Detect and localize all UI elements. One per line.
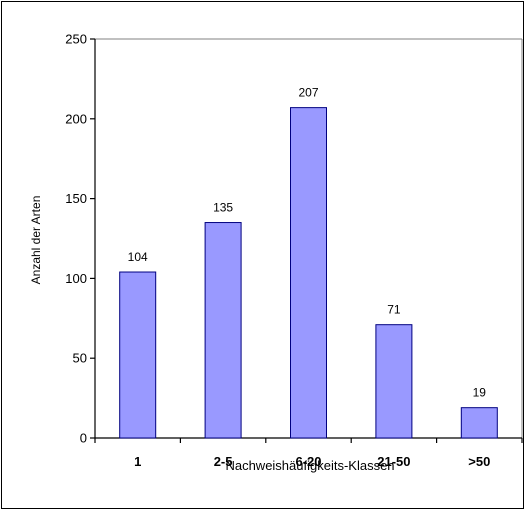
y-tick-label: 100 <box>65 271 87 286</box>
plot-area: 0 50 100 150 200 250 104 1 135 2-5 207 6-20 71 21-50 1… <box>65 32 523 469</box>
data-label: 207 <box>298 86 318 100</box>
y-tick-label: 250 <box>65 32 87 47</box>
x-tick-label: 1 <box>134 454 141 469</box>
x-tick-label: 6-20 <box>295 454 321 469</box>
y-tick-label: 200 <box>65 111 87 126</box>
y-tick-label: 50 <box>73 351 87 366</box>
bar <box>204 222 242 439</box>
x-tick-label: >50 <box>468 454 490 469</box>
bar <box>460 407 498 439</box>
y-tick-label: 150 <box>65 191 87 206</box>
bar <box>290 107 327 439</box>
bar <box>119 271 157 439</box>
x-axis-label: Nachweishäufigkeits-Klassen <box>225 458 394 473</box>
bar <box>375 324 413 439</box>
x-tick-label: 21-50 <box>377 454 410 469</box>
y-axis-label: Anzahl der Arten <box>29 196 43 285</box>
data-label: 135 <box>213 201 233 215</box>
x-tick-label: 2-5 <box>214 454 233 469</box>
data-label: 71 <box>387 303 401 317</box>
data-label: 19 <box>473 386 487 400</box>
data-label: 104 <box>128 250 148 264</box>
y-tick-label: 0 <box>80 431 87 446</box>
